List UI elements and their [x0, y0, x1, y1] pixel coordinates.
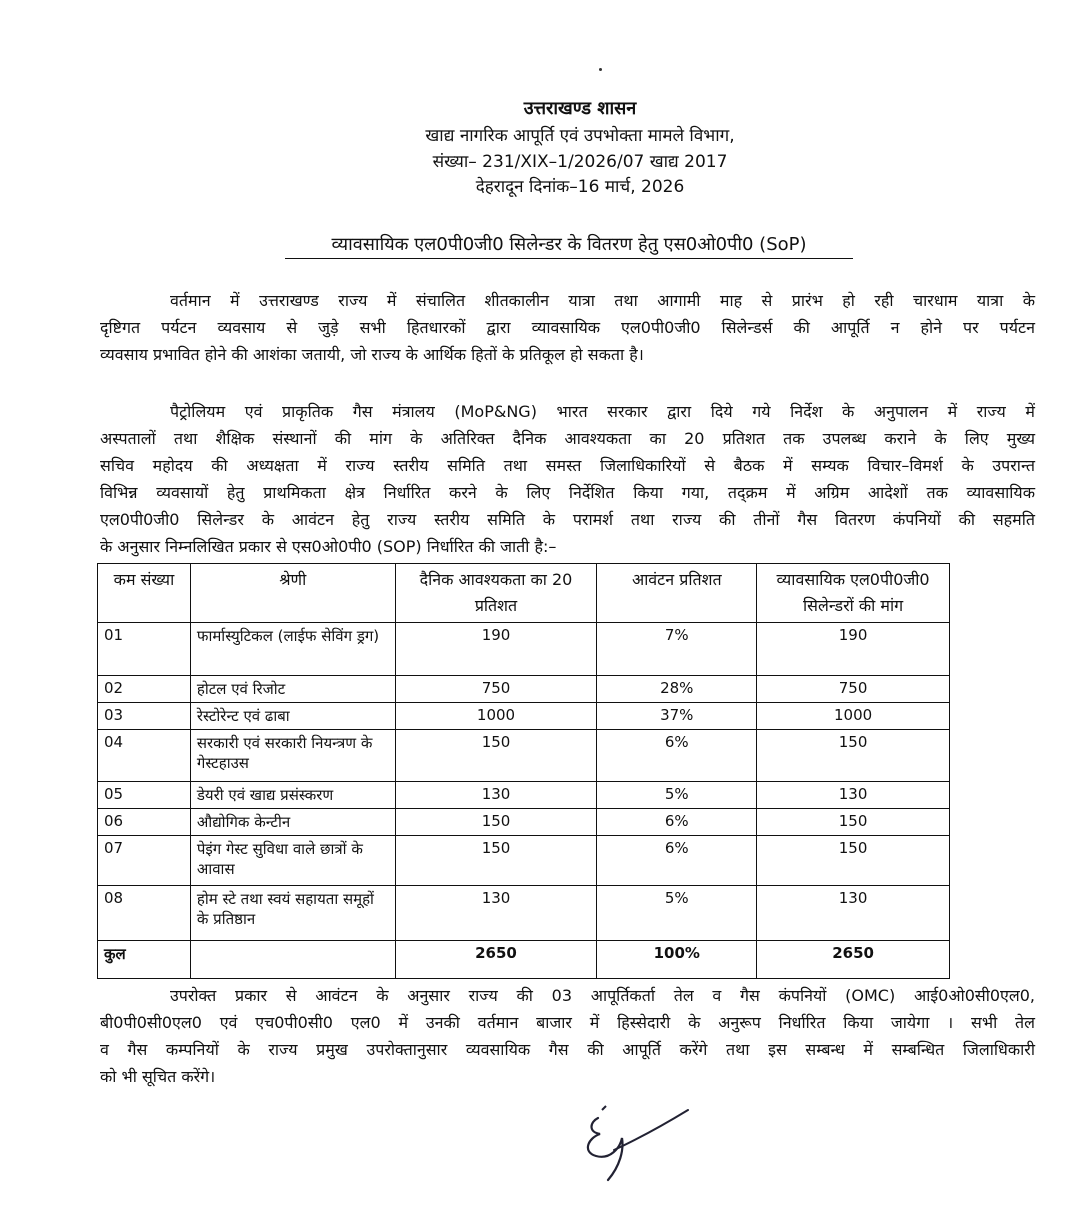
- text-line: दृष्टिगत पर्यटन व्यवसाय से जुड़े सभी हित…: [100, 318, 1035, 337]
- paragraph-1: वर्तमान में उत्तराखण्ड राज्य में संचालित…: [100, 287, 1035, 368]
- government-name: उत्तराखण्ड शासन: [523, 98, 637, 119]
- total-daily-requirement: 2650: [394, 940, 598, 979]
- cell-serial: 07: [97, 835, 191, 886]
- cell-daily-requirement: 1000: [394, 702, 598, 730]
- header-cylinder-demand: व्यावसायिक एल0पी0जी0 सिलेन्डरों की मांग: [756, 563, 950, 623]
- cell-category: होटल एवं रिजोट: [189, 675, 396, 703]
- table-row: 07 पेइंग गेस्ट सुविधा वाले छात्रों के आवा…: [97, 835, 950, 886]
- date-line: देहरादून दिनांक–16 मार्च, 2026: [475, 177, 685, 197]
- total-allocation-percent: 100%: [596, 940, 758, 979]
- table-row: 04 सरकारी एवं सरकारी नियन्त्रण के गेस्टहा…: [97, 729, 950, 782]
- table-total-row: कुल 2650 100% 2650: [97, 940, 950, 979]
- cell-category: रेस्टोरेन्ट एवं ढाबा: [189, 702, 396, 730]
- cell-allocation-percent: 37%: [596, 702, 758, 730]
- text-line: को भी सूचित करेंगे।: [100, 1067, 216, 1086]
- cell-serial: 03: [97, 702, 191, 730]
- total-cylinder-demand: 2650: [756, 940, 950, 979]
- reference-number: संख्या– 231/XIX–1/2026/07 खाद्य 2017: [432, 152, 728, 172]
- total-label: कुल: [97, 940, 191, 979]
- cell-cylinder-demand: 150: [756, 835, 950, 886]
- header-serial: कम संख्या: [97, 563, 191, 623]
- header-allocation-percent: आवंटन प्रतिशत: [596, 563, 758, 623]
- cell-cylinder-demand: 130: [756, 781, 950, 809]
- table-row: 03 रेस्टोरेन्ट एवं ढाबा 1000 37% 1000: [97, 702, 950, 730]
- table-header-row: कम संख्या श्रेणी दैनिक आवश्यकता का 20 प्…: [97, 563, 950, 623]
- text-line: वर्तमान में उत्तराखण्ड राज्य में संचालित…: [170, 291, 1035, 310]
- text-line: के अनुसार निम्नलिखित प्रकार से एस0ओ0पी0 …: [100, 537, 557, 556]
- allocation-table: कम संख्या श्रेणी दैनिक आवश्यकता का 20 प्…: [97, 563, 950, 979]
- cell-daily-requirement: 130: [394, 781, 598, 809]
- cell-cylinder-demand: 1000: [756, 702, 950, 730]
- cell-allocation-percent: 7%: [596, 622, 758, 676]
- text-line: व्यवसाय प्रभावित होने की आशंका जतायी, जो…: [100, 345, 644, 364]
- cell-allocation-percent: 6%: [596, 729, 758, 782]
- cell-cylinder-demand: 750: [756, 675, 950, 703]
- cell-serial: 05: [97, 781, 191, 809]
- cell-cylinder-demand: 150: [756, 729, 950, 782]
- text-line: अस्पतालों तथा शैक्षिक संस्थानों की मांग …: [100, 429, 1035, 448]
- cell-daily-requirement: 150: [394, 729, 598, 782]
- cell-cylinder-demand: 130: [756, 885, 950, 941]
- text-line: बी0पी0सी0एल0 एवं एच0पी0सी0 एल0 में उनकी …: [100, 1013, 1035, 1032]
- cell-category: होम स्टे तथा स्वयं सहायता समूहों के प्रत…: [189, 885, 396, 941]
- cell-category: सरकारी एवं सरकारी नियन्त्रण के गेस्टहाउस: [189, 729, 396, 782]
- text-line: एल0पी0जी0 सिलेन्डर के आवंटन हेतु राज्य स…: [100, 510, 1035, 529]
- cell-serial: 06: [97, 808, 191, 836]
- cell-daily-requirement: 150: [394, 808, 598, 836]
- cell-category: पेइंग गेस्ट सुविधा वाले छात्रों के आवास: [189, 835, 396, 886]
- paragraph-2: पैट्रोलियम एवं प्राकृतिक गैस मंत्रालय (M…: [100, 398, 1035, 560]
- document-title: व्यावसायिक एल0पी0जी0 सिलेन्डर के वितरण ह…: [285, 232, 853, 259]
- table-row: 02 होटल एवं रिजोट 750 28% 750: [97, 675, 950, 703]
- table-row: 01 फार्मास्युटिकल (लाईफ सेविंग ड्रग) 190 7%…: [97, 622, 950, 676]
- header-category: श्रेणी: [189, 563, 396, 623]
- cell-cylinder-demand: 190: [756, 622, 950, 676]
- cell-allocation-percent: 5%: [596, 781, 758, 809]
- cell-daily-requirement: 150: [394, 835, 598, 886]
- text-line: विभिन्न व्यवसायों हेतु प्राथमिकता क्षेत्…: [100, 483, 1035, 502]
- cell-serial: 08: [97, 885, 191, 941]
- paragraph-3: उपरोक्त प्रकार से आवंटन के अनुसार राज्य …: [100, 982, 1035, 1090]
- cell-allocation-percent: 6%: [596, 835, 758, 886]
- cell-daily-requirement: 750: [394, 675, 598, 703]
- department-name: खाद्य नागरिक आपूर्ति एवं उपभोक्ता मामले …: [425, 126, 735, 146]
- cell-category: फार्मास्युटिकल (लाईफ सेविंग ड्रग): [189, 622, 396, 676]
- scan-mark: [599, 68, 602, 71]
- cell-allocation-percent: 6%: [596, 808, 758, 836]
- header-daily-requirement: दैनिक आवश्यकता का 20 प्रतिशत: [394, 563, 598, 623]
- text-line: सचिव महोदय की अध्यक्षता में राज्य स्तरीय…: [100, 456, 1035, 475]
- text-line: व गैस कम्पनियों के राज्य प्रमुख उपरोक्ता…: [100, 1040, 1035, 1059]
- text-line: पैट्रोलियम एवं प्राकृतिक गैस मंत्रालय (M…: [170, 402, 1035, 421]
- table-row: 08 होम स्टे तथा स्वयं सहायता समूहों के प्…: [97, 885, 950, 941]
- cell-serial: 01: [97, 622, 191, 676]
- cell-category: डेयरी एवं खाद्य प्रसंस्करण: [189, 781, 396, 809]
- cell-category: औद्योगिक केन्टीन: [189, 808, 396, 836]
- cell-serial: 02: [97, 675, 191, 703]
- table-row: 05 डेयरी एवं खाद्य प्रसंस्करण 130 5% 130: [97, 781, 950, 809]
- cell-daily-requirement: 190: [394, 622, 598, 676]
- cell-cylinder-demand: 150: [756, 808, 950, 836]
- cell-allocation-percent: 5%: [596, 885, 758, 941]
- text-line: उपरोक्त प्रकार से आवंटन के अनुसार राज्य …: [170, 986, 1035, 1005]
- cell-allocation-percent: 28%: [596, 675, 758, 703]
- cell-serial: 04: [97, 729, 191, 782]
- signature: [586, 1105, 689, 1182]
- table-row: 06 औद्योगिक केन्टीन 150 6% 150: [97, 808, 950, 836]
- total-empty: [189, 940, 396, 979]
- cell-daily-requirement: 130: [394, 885, 598, 941]
